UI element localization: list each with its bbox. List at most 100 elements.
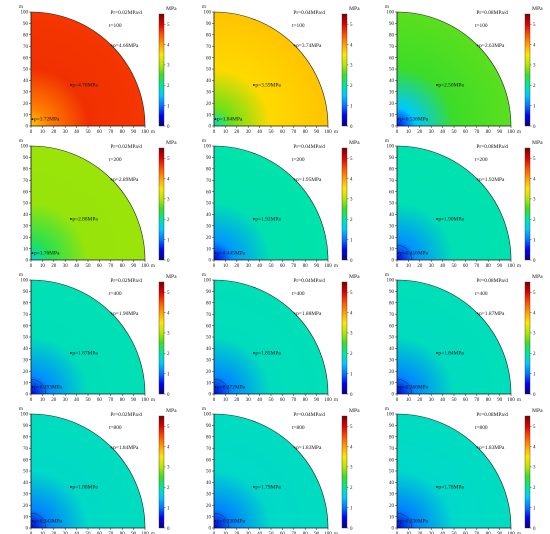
y-tick-label: 0 bbox=[209, 527, 212, 532]
x-tick-label: 50 bbox=[86, 398, 92, 403]
edge-pressure-label: p=4.66MPa bbox=[113, 43, 139, 49]
y-tick-label: 60 bbox=[389, 458, 395, 463]
colorbar bbox=[524, 281, 531, 395]
colorbar-title: MPa bbox=[349, 274, 360, 280]
x-tick-label: 80 bbox=[120, 264, 126, 269]
x-tick-label: 30 bbox=[246, 264, 252, 269]
y-tick-label: 100 bbox=[204, 279, 212, 284]
y-tick-label: 90 bbox=[23, 22, 29, 27]
y-tick-label: 100 bbox=[204, 413, 212, 418]
x-tick-label: 50 bbox=[269, 264, 275, 269]
x-tick-label: 40 bbox=[257, 130, 263, 135]
colorbar-tick-label: 2 bbox=[533, 352, 536, 357]
mid-point-marker bbox=[70, 84, 72, 86]
x-tick-label: 60 bbox=[463, 264, 469, 269]
edge-point-marker bbox=[110, 178, 113, 181]
x-tick-label: 0 bbox=[30, 398, 33, 403]
y-tick-label: 60 bbox=[23, 458, 29, 463]
rate-label: Pr=0.04MPa/d bbox=[293, 10, 325, 16]
x-tick-label: 30 bbox=[429, 398, 435, 403]
well-pressure-label: p=0.338MPa bbox=[217, 519, 246, 525]
colorbar-tick-label: 5 bbox=[167, 425, 170, 430]
x-tick-label: 70 bbox=[474, 532, 480, 534]
colorbar-tick-label: 3 bbox=[533, 198, 536, 203]
well-pressure-label: p=0.416MPa bbox=[400, 251, 429, 257]
x-tick-label: 60 bbox=[97, 398, 103, 403]
well-point-marker bbox=[214, 118, 217, 121]
x-tick-label: 0 bbox=[396, 130, 399, 135]
y-tick-label: 20 bbox=[23, 370, 29, 375]
colorbar-tick-label: 3 bbox=[167, 332, 170, 337]
x-tick-label: 20 bbox=[234, 264, 240, 269]
colorbar-tick-label: 4 bbox=[167, 311, 170, 316]
colorbar-tick-label: 2 bbox=[350, 352, 353, 357]
x-tick-label: 0 bbox=[213, 130, 216, 135]
x-tick-label: 70 bbox=[108, 130, 114, 135]
x-unit-label: m bbox=[334, 398, 338, 403]
colorbar-title: MPa bbox=[349, 140, 360, 146]
colorbar-tick-label: 2 bbox=[350, 218, 353, 223]
rate-label: Pr=0.02MPa/d bbox=[110, 278, 142, 284]
x-tick-label: 100 bbox=[141, 398, 149, 403]
x-tick-label: 10 bbox=[40, 532, 46, 534]
edge-pressure-label: p=2.63MPa bbox=[479, 43, 505, 49]
x-tick-label: 60 bbox=[97, 264, 103, 269]
colorbar-tick-label: 1 bbox=[350, 104, 353, 109]
y-tick-label: 100 bbox=[387, 413, 395, 418]
x-tick-label: 40 bbox=[74, 398, 80, 403]
y-tick-label: 10 bbox=[206, 381, 212, 386]
pressure-field bbox=[396, 413, 512, 529]
x-tick-label: 70 bbox=[474, 398, 480, 403]
y-tick-label: 70 bbox=[389, 447, 395, 452]
y-tick-label: 50 bbox=[389, 68, 395, 73]
y-tick-label: 60 bbox=[23, 190, 29, 195]
y-tick-label: 60 bbox=[206, 458, 212, 463]
y-tick-label: 60 bbox=[206, 56, 212, 61]
y-tick-label: 100 bbox=[21, 11, 29, 16]
x-tick-label: 50 bbox=[269, 532, 275, 534]
edge-point-marker bbox=[293, 178, 296, 181]
x-tick-label: 20 bbox=[51, 264, 57, 269]
well-pressure-label: p=0.343MPa bbox=[34, 519, 63, 525]
colorbar-tick-label: 0 bbox=[350, 125, 353, 130]
x-tick-label: 10 bbox=[223, 398, 229, 403]
y-tick-label: 0 bbox=[26, 393, 29, 398]
colorbar-tick-label: 5 bbox=[533, 23, 536, 28]
y-unit-label: m bbox=[19, 5, 23, 10]
colorbar-tick-label: 2 bbox=[533, 218, 536, 223]
x-unit-label: m bbox=[517, 264, 521, 269]
x-tick-label: 30 bbox=[63, 264, 69, 269]
x-tick-label: 40 bbox=[440, 398, 446, 403]
rate-label: Pr=0.02MPa/d bbox=[110, 10, 142, 16]
y-tick-label: 20 bbox=[23, 102, 29, 107]
y-tick-label: 40 bbox=[389, 481, 395, 486]
x-tick-label: 10 bbox=[40, 264, 46, 269]
y-tick-label: 0 bbox=[392, 393, 395, 398]
x-unit-label: m bbox=[517, 532, 521, 534]
y-tick-label: 20 bbox=[389, 102, 395, 107]
pressure-field bbox=[30, 279, 146, 395]
x-tick-label: 90 bbox=[131, 130, 137, 135]
x-unit-label: m bbox=[334, 264, 338, 269]
colorbar-title: MPa bbox=[532, 6, 543, 12]
well-point-marker bbox=[31, 252, 34, 255]
x-tick-label: 50 bbox=[86, 532, 92, 534]
y-tick-label: 100 bbox=[204, 145, 212, 150]
well-pressure-label: p=0.536MPa bbox=[400, 117, 429, 123]
pressure-field bbox=[30, 145, 146, 261]
colorbar-tick-label: 2 bbox=[167, 486, 170, 491]
y-tick-label: 0 bbox=[392, 259, 395, 264]
colorbar-tick-label: 5 bbox=[533, 425, 536, 430]
x-tick-label: 40 bbox=[440, 532, 446, 534]
x-tick-label: 80 bbox=[486, 130, 492, 135]
edge-pressure-label: p=1.84MPa bbox=[113, 445, 139, 451]
pressure-field bbox=[213, 413, 329, 529]
y-unit-label: m bbox=[385, 139, 389, 144]
edge-pressure-label: p=1.88MPa bbox=[296, 311, 322, 317]
colorbar-tick-label: 5 bbox=[167, 23, 170, 28]
